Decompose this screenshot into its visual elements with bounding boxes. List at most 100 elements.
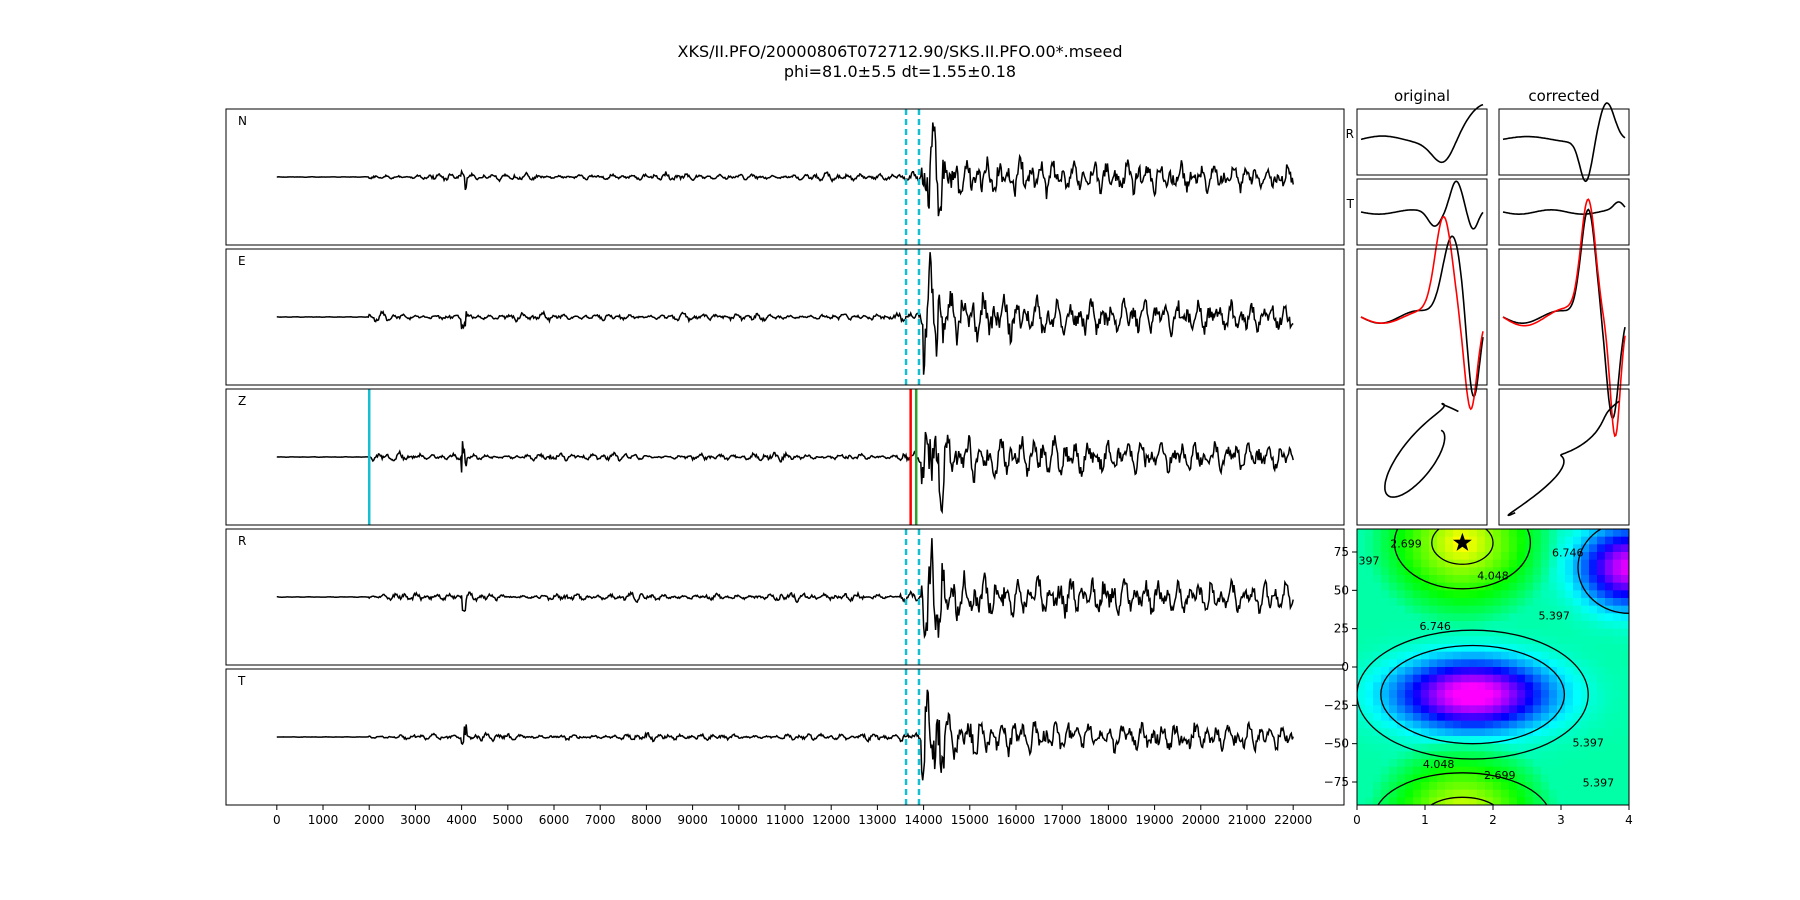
heatmap-cell [1469,667,1478,676]
heatmap-cell [1389,774,1398,783]
heatmap-cell [1453,651,1462,660]
heatmap-cell [1565,659,1574,668]
heatmap-cell [1477,720,1486,729]
heatmap-cell [1621,743,1629,752]
heatmap-cell [1405,697,1414,706]
heatmap-cell [1429,743,1438,752]
heatmap-cell [1493,736,1502,745]
heatmap-cell [1605,736,1614,745]
heatmap-cell [1421,782,1430,791]
heatmap-cell [1549,789,1558,798]
heatmap-cell [1453,667,1462,676]
heatmap-cell [1557,552,1566,561]
heatmap-cell [1485,736,1494,745]
heatmap-cell [1477,797,1486,805]
heatmap-cell [1421,575,1430,584]
heatmap-cell [1453,529,1462,538]
heatmap-cell [1589,628,1598,637]
heatmap-cell [1477,789,1486,798]
heatmap-cell [1437,690,1446,699]
heatmap-cell [1381,782,1390,791]
heatmap-cell [1445,759,1454,768]
heatmap-cell [1453,628,1462,637]
heatmap-cell [1389,690,1398,699]
heatmap-cell [1517,621,1526,630]
heatmap-cell [1549,552,1558,561]
heatmap-cell [1517,575,1526,584]
row-label: T [1346,197,1355,211]
heatmap-cell [1485,621,1494,630]
heatmap-cell [1461,567,1470,576]
heatmap-cell [1437,705,1446,714]
heatmap-cell [1469,789,1478,798]
heatmap-cell [1501,529,1510,538]
x-tick-label: 19000 [1135,813,1173,827]
heatmap-cell [1373,644,1382,653]
heatmap-cell [1581,713,1590,722]
heatmap-cell [1533,644,1542,653]
heatmap-cell [1461,759,1470,768]
heatmap-cell [1605,552,1614,561]
heatmap-cell [1405,728,1414,737]
heatmap-cell [1509,590,1518,599]
heatmap-cell [1533,774,1542,783]
window-panel [1498,198,1630,438]
heatmap-cell [1573,621,1582,630]
heatmap-cell [1461,552,1470,561]
heatmap-cell [1413,682,1422,691]
heatmap-cell [1381,636,1390,645]
heatmap-cell [1501,667,1510,676]
heatmap-cell [1357,690,1366,699]
heatmap-cell [1365,682,1374,691]
heatmap-cell [1557,774,1566,783]
heatmap-cell [1477,529,1486,538]
heatmap-cell [1405,782,1414,791]
heatmap-cell [1461,659,1470,668]
heatmap-cell [1437,736,1446,745]
heatmap-cell [1437,797,1446,805]
heatmap-cell [1477,628,1486,637]
heatmap-cell [1517,720,1526,729]
heatmap-cell [1565,575,1574,584]
heatmap-cell [1565,713,1574,722]
heatmap-cell [1485,598,1494,607]
heatmap-cell [1357,613,1366,622]
heatmap-cell [1509,651,1518,660]
heatmap-cell [1525,575,1534,584]
heatmap-cell [1613,552,1622,561]
heatmap-cell [1581,774,1590,783]
window-frame [1356,248,1488,386]
heatmap-cell [1589,544,1598,553]
heatmap-cell [1533,713,1542,722]
heatmap-cell [1557,682,1566,691]
heatmap-cell [1477,697,1486,706]
contour-line [1380,644,1566,745]
heatmap-cell [1541,774,1550,783]
heatmap-cell [1453,674,1462,683]
heatmap-cell [1581,690,1590,699]
heatmap-cell [1597,720,1606,729]
heatmap-cell [1405,590,1414,599]
heatmap-cell [1573,751,1582,760]
heatmap-cell [1509,529,1518,538]
heatmap-cell [1469,705,1478,714]
heatmap-cell [1477,751,1486,760]
heatmap-cell [1405,705,1414,714]
heatmap-cell [1421,690,1430,699]
heatmap-cell [1573,582,1582,591]
heatmap-cells: 2.699 4.048 5.397 6.746 6.746 5.397 5.397 4.048… [1357,529,1629,805]
heatmap-cell [1597,713,1606,722]
heatmap-cell [1373,713,1382,722]
heatmap-cell [1605,720,1614,729]
heatmap-cell [1605,590,1614,599]
contour-label: 5.397 [1583,777,1615,790]
heatmap-cell [1509,536,1518,545]
window-frame [1356,388,1488,526]
heatmap-cell [1397,789,1406,798]
heatmap-cell [1501,613,1510,622]
heatmap-cell [1477,659,1486,668]
heatmap-cell [1477,713,1486,722]
window-panel [1356,103,1488,176]
heatmap-cell [1525,766,1534,775]
heatmap-cell [1373,782,1382,791]
